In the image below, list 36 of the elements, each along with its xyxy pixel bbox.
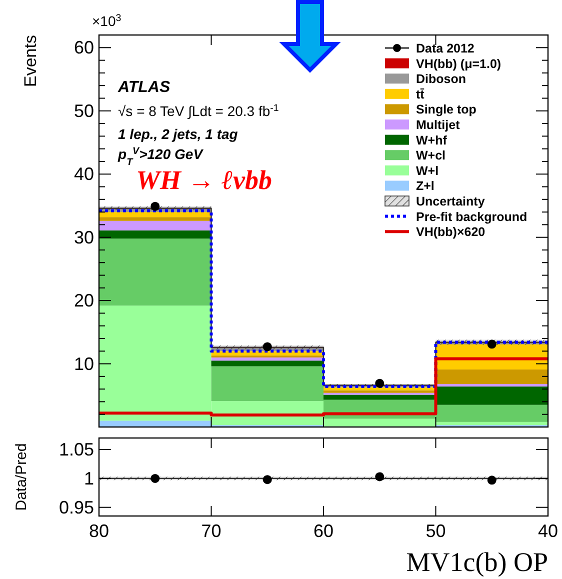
y-tick-label: 50 (74, 100, 94, 121)
x-axis-title: MV1c(b) OP (406, 547, 548, 577)
y-tick-label: 1.05 (58, 440, 94, 460)
legend-label: VH(bb) (μ=1.0) (416, 56, 502, 71)
legend-label: Data 2012 (416, 42, 474, 56)
legend-label: W+hf (416, 133, 448, 148)
x-tick-label: 70 (201, 521, 222, 541)
legend-label: W+l (416, 164, 439, 178)
x-tick-label: 40 (538, 521, 558, 541)
y-tick-label: 30 (74, 227, 94, 248)
x-tick-label: 80 (88, 521, 110, 541)
y-tick-label: 60 (74, 38, 94, 58)
legend-label: Pre-fit background (416, 210, 528, 224)
y-axis-title: Events (21, 35, 40, 87)
y-tick-label: 0.95 (58, 497, 94, 518)
text: ×10$^{3}$ (92, 12, 122, 29)
x-tick-label: 50 (426, 521, 446, 541)
legend-label: Z+l (416, 179, 434, 194)
y-tick-label: 1 (84, 468, 94, 488)
annotation: 1 lep., 2 jets, 1 tag (118, 126, 238, 142)
annotation: √s = 8 TeV ∫Ldt = 20.3 fb$^{-1}$ (118, 102, 279, 119)
annotation: ATLAS (117, 79, 170, 96)
legend-label: Single top (416, 102, 477, 117)
x-tick-label: 60 (313, 521, 334, 541)
legend-label: Diboson (416, 72, 466, 86)
y-tick-label: 40 (74, 164, 94, 184)
legend-label: Multijet (416, 118, 461, 132)
legend-label: W+cl (416, 148, 446, 163)
annotation: WH → ℓνbb (136, 165, 272, 195)
y-axis-title: Data/Pred (13, 443, 30, 511)
legend-label: tt̄ (416, 87, 426, 102)
legend-label: Uncertainty (416, 194, 485, 208)
legend-label: VH(bb)×620 (416, 225, 486, 240)
annotation: p$_{T}$$^{V}$>120 GeV (117, 146, 204, 168)
y-tick-label: 20 (74, 290, 94, 311)
y-tick-label: 10 (74, 354, 94, 374)
